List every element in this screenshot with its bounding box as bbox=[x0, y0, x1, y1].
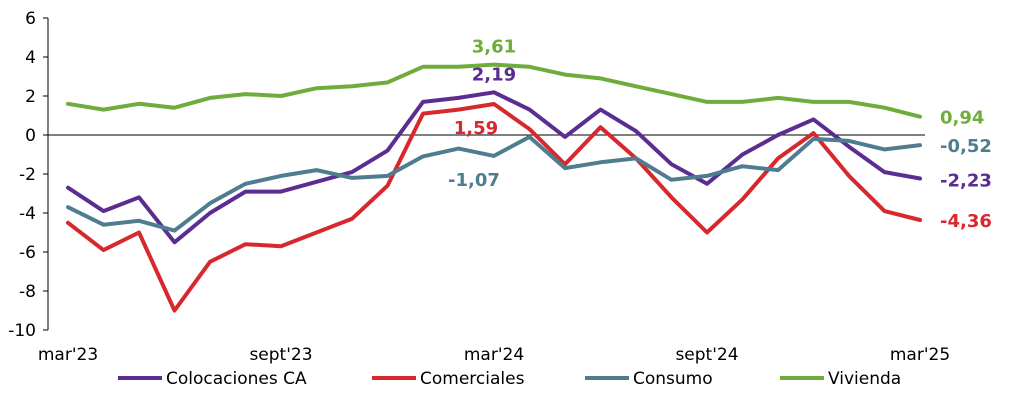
x-tick-label: mar'24 bbox=[464, 345, 524, 365]
y-tick-label: -6 bbox=[19, 243, 36, 263]
y-tick-label: 6 bbox=[25, 9, 36, 29]
axes: -10 -8 -6 -4 -2 0 2 4 6 mar'23 sept'23 mar'24 sept'2… bbox=[8, 9, 950, 365]
y-tick-label: 0 bbox=[25, 126, 36, 146]
data-label: 2,19 bbox=[472, 64, 516, 85]
data-label: 0,94 bbox=[940, 108, 984, 129]
legend-label-colocaciones-ca: Colocaciones CA bbox=[166, 369, 307, 389]
y-tick-label: -10 bbox=[8, 321, 36, 341]
y-tick-label: 2 bbox=[25, 87, 36, 107]
legend-label-comerciales: Comerciales bbox=[420, 369, 525, 389]
data-label: -1,07 bbox=[448, 170, 500, 191]
data-labels: 3,61 2,19 1,59 -1,07 0,94 -0,52 -2,23 -4,36 bbox=[448, 37, 992, 232]
y-tick-label: -2 bbox=[19, 165, 36, 185]
y-tick-label: 4 bbox=[25, 48, 36, 68]
y-tick-label: -8 bbox=[19, 282, 36, 302]
x-tick-label: sept'23 bbox=[249, 345, 312, 365]
data-label: -0,52 bbox=[940, 136, 992, 157]
data-label: -2,23 bbox=[940, 170, 992, 191]
series-line-comerciales bbox=[66, 102, 922, 313]
series-lines bbox=[66, 62, 922, 313]
series-line-consumo bbox=[66, 134, 922, 233]
data-label: -4,36 bbox=[940, 211, 992, 232]
x-tick-label: mar'23 bbox=[38, 345, 98, 365]
series-line-vivienda bbox=[66, 62, 922, 119]
x-tick-label: mar'25 bbox=[890, 345, 950, 365]
data-label: 3,61 bbox=[472, 37, 516, 58]
data-label: 1,59 bbox=[454, 118, 498, 139]
series-line-colocaciones-ca bbox=[66, 90, 922, 245]
y-tick-label: -4 bbox=[19, 204, 36, 224]
x-tick-label: sept'24 bbox=[675, 345, 738, 365]
legend: Colocaciones CA Comerciales Consumo Viviend… bbox=[118, 369, 901, 389]
legend-label-vivienda: Vivienda bbox=[828, 369, 901, 389]
legend-label-consumo: Consumo bbox=[633, 369, 713, 389]
